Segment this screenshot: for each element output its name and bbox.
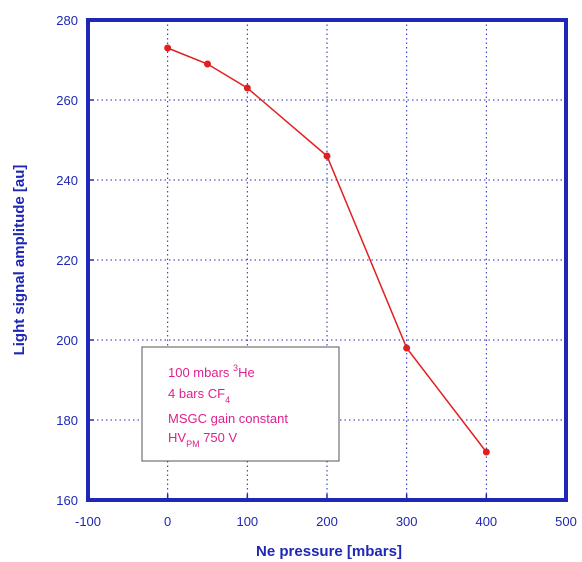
y-tick-label: 180 [56,413,78,428]
annotation-line-1: 100 mbars 3He [168,363,255,380]
data-point [482,448,490,456]
annotation-line-1-text: 100 mbars [168,365,233,380]
x-tick-label: 300 [396,514,418,529]
annotation-line-3: MSGC gain constant [168,411,288,426]
data-point [243,84,251,92]
annotation-line-1-sup: 3 [233,363,238,373]
annotation-line-2-text: 4 bars CF [168,386,225,401]
x-tick-labels: -100 0 100 200 300 400 500 [75,514,577,529]
y-tick-label: 260 [56,93,78,108]
data-series [164,44,490,456]
annotation-line-4-text: HV [168,430,186,445]
x-axis-title: Ne pressure [mbars] [256,543,402,560]
annotation-box: 100 mbars 3He 4 bars CF4 MSGC gain const… [141,346,340,462]
y-tick-label: 160 [56,493,78,508]
annotation-frame [141,346,340,462]
annotation-line-2: 4 bars CF4 [168,386,230,405]
annotation-line-4: HVPM 750 V [168,430,237,449]
plot-frame [86,18,568,502]
x-tick-label: -100 [75,514,101,529]
data-point [164,44,172,52]
y-tick-labels: 160 180 200 220 240 260 280 [56,13,78,508]
annotation-line-4-tail: 750 V [200,430,238,445]
x-tick-label: 100 [236,514,258,529]
y-tick-label: 220 [56,253,78,268]
data-point [403,344,411,352]
annotation-line-4-sub: PM [186,439,200,449]
x-tick-label: 0 [164,514,171,529]
annotation-line-1-tail: He [238,365,255,380]
x-tick-label: 500 [555,514,577,529]
data-point [323,152,331,160]
y-tick-label: 200 [56,333,78,348]
y-axis-title: Light signal amplitude [au] [11,165,28,356]
x-tick-label: 400 [475,514,497,529]
data-point [204,60,211,68]
y-tick-label: 240 [56,173,78,188]
x-tick-label: 200 [316,514,338,529]
series-line [167,47,487,453]
annotation-line-2-sub: 4 [225,395,230,405]
y-tick-label: 280 [56,13,78,28]
